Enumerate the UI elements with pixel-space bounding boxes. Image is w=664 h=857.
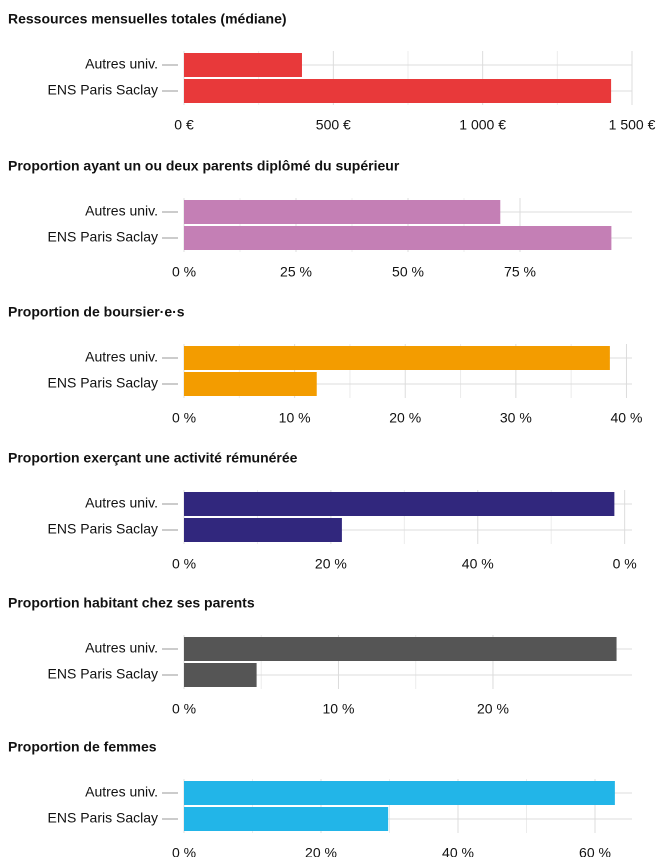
x-tick-label: 40 % [462, 556, 494, 572]
panel-title: Proportion de femmes [8, 739, 157, 755]
panel-title: Proportion habitant chez ses parents [8, 595, 255, 611]
bar [184, 79, 612, 103]
y-tick-label: ENS Paris Saclay [48, 375, 158, 391]
y-tick-label: Autres univ. [85, 203, 158, 219]
x-tick-label: 20 % [315, 556, 347, 572]
x-tick-label: 0 € [174, 117, 194, 133]
bar [184, 807, 389, 831]
y-tick-label: Autres univ. [85, 349, 158, 365]
panel-title: Proportion de boursier·e·s [8, 304, 185, 320]
y-tick-label: ENS Paris Saclay [48, 82, 158, 98]
bar [184, 492, 615, 516]
bar [184, 200, 501, 224]
x-tick-label: 25 % [280, 264, 312, 280]
x-tick-label: 0 % [172, 410, 196, 426]
x-tick-label: 50 % [392, 264, 424, 280]
x-tick-label: 10 % [323, 701, 355, 717]
bar [184, 226, 612, 250]
y-tick-label: Autres univ. [85, 640, 158, 656]
y-tick-label: ENS Paris Saclay [48, 521, 158, 537]
x-tick-label: 20 % [477, 701, 509, 717]
panel-title: Proportion ayant un ou deux parents dipl… [8, 158, 400, 174]
x-tick-label: 0 % [172, 701, 196, 717]
bar [184, 346, 610, 370]
panel-title: Ressources mensuelles totales (médiane) [8, 11, 287, 27]
bar [184, 781, 615, 805]
y-tick-label: Autres univ. [85, 56, 158, 72]
x-tick-label: 500 € [316, 117, 351, 133]
x-tick-label: 0 % [172, 845, 196, 857]
x-tick-label: 20 % [389, 410, 421, 426]
x-tick-label: 30 % [500, 410, 532, 426]
y-tick-label: Autres univ. [85, 495, 158, 511]
x-tick-label: 0 % [613, 556, 637, 572]
bar [184, 663, 257, 687]
y-tick-label: Autres univ. [85, 784, 158, 800]
x-tick-label: 1 000 € [459, 117, 506, 133]
panel-title: Proportion exerçant une activité rémunér… [8, 450, 298, 466]
bar [184, 518, 342, 542]
x-tick-label: 20 % [305, 845, 337, 857]
bar [184, 637, 617, 661]
y-tick-label: ENS Paris Saclay [48, 666, 158, 682]
x-tick-label: 40 % [611, 410, 643, 426]
x-tick-label: 0 % [172, 264, 196, 280]
x-tick-label: 40 % [442, 845, 474, 857]
x-tick-label: 75 % [504, 264, 536, 280]
x-tick-label: 1 500 € [609, 117, 656, 133]
bar [184, 372, 317, 396]
y-tick-label: ENS Paris Saclay [48, 229, 158, 245]
y-tick-label: ENS Paris Saclay [48, 810, 158, 826]
bar [184, 53, 302, 77]
x-tick-label: 0 % [172, 556, 196, 572]
x-tick-label: 60 % [579, 845, 611, 857]
x-tick-label: 10 % [279, 410, 311, 426]
